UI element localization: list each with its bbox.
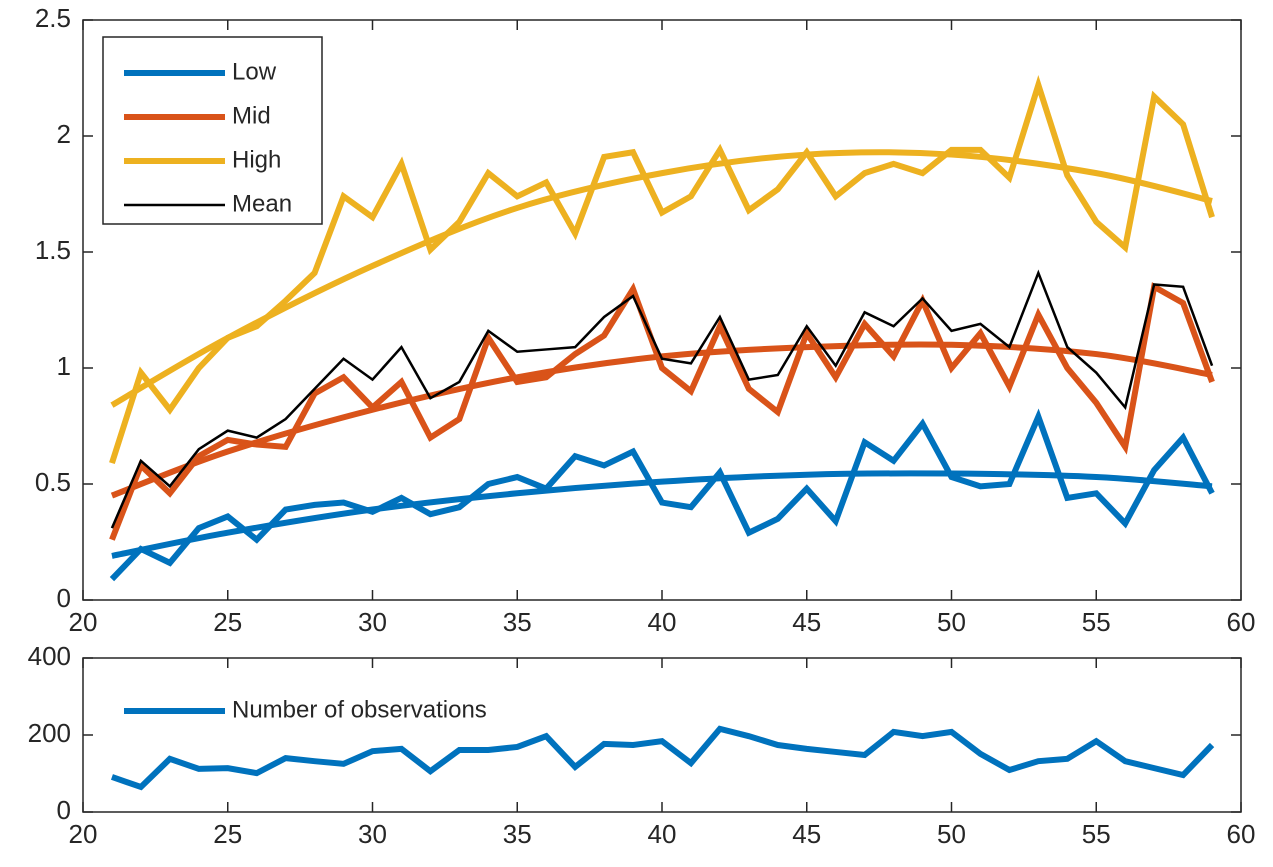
x-tick-label: 60 (1227, 819, 1256, 849)
legend-label: Mean (232, 190, 292, 217)
y-tick-label: 2.5 (35, 3, 71, 33)
data-line (109, 75, 1215, 465)
y-tick-label: 200 (28, 718, 71, 748)
fit-line (111, 470, 1213, 559)
x-tick-label: 25 (213, 607, 242, 637)
x-tick-label: 25 (213, 819, 242, 849)
x-tick-label: 50 (937, 819, 966, 849)
legend-label: Low (232, 58, 277, 85)
x-tick-label: 50 (937, 607, 966, 637)
data-line (109, 282, 1215, 541)
x-tick-label: 35 (503, 819, 532, 849)
data-line (110, 269, 1214, 529)
y-tick-label: 1 (57, 351, 71, 381)
y-tick-label: 0 (57, 583, 71, 613)
x-tick-label: 55 (1082, 819, 1111, 849)
data-line (109, 408, 1215, 582)
x-tick-label: 40 (648, 819, 677, 849)
x-tick-label: 20 (69, 819, 98, 849)
x-tick-label: 20 (69, 607, 98, 637)
axes-box (82, 19, 1242, 601)
x-tick-label: 45 (792, 607, 821, 637)
legend-label: Mid (232, 102, 271, 129)
axes-box (82, 657, 1242, 813)
y-tick-label: 0 (57, 795, 71, 825)
y-tick-label: 400 (28, 641, 71, 671)
y-tick-label: 0.5 (35, 467, 71, 497)
x-tick-label: 30 (358, 819, 387, 849)
legend-box (102, 36, 323, 225)
data-line (110, 725, 1215, 791)
legend-label: Number of observations (232, 696, 487, 723)
x-tick-label: 60 (1227, 607, 1256, 637)
legend-label: High (232, 146, 281, 173)
x-tick-label: 40 (648, 607, 677, 637)
y-tick-label: 1.5 (35, 235, 71, 265)
y-tick-label: 2 (57, 119, 71, 149)
x-tick-label: 45 (792, 819, 821, 849)
x-tick-label: 35 (503, 607, 532, 637)
x-tick-label: 30 (358, 607, 387, 637)
x-tick-label: 55 (1082, 607, 1111, 637)
